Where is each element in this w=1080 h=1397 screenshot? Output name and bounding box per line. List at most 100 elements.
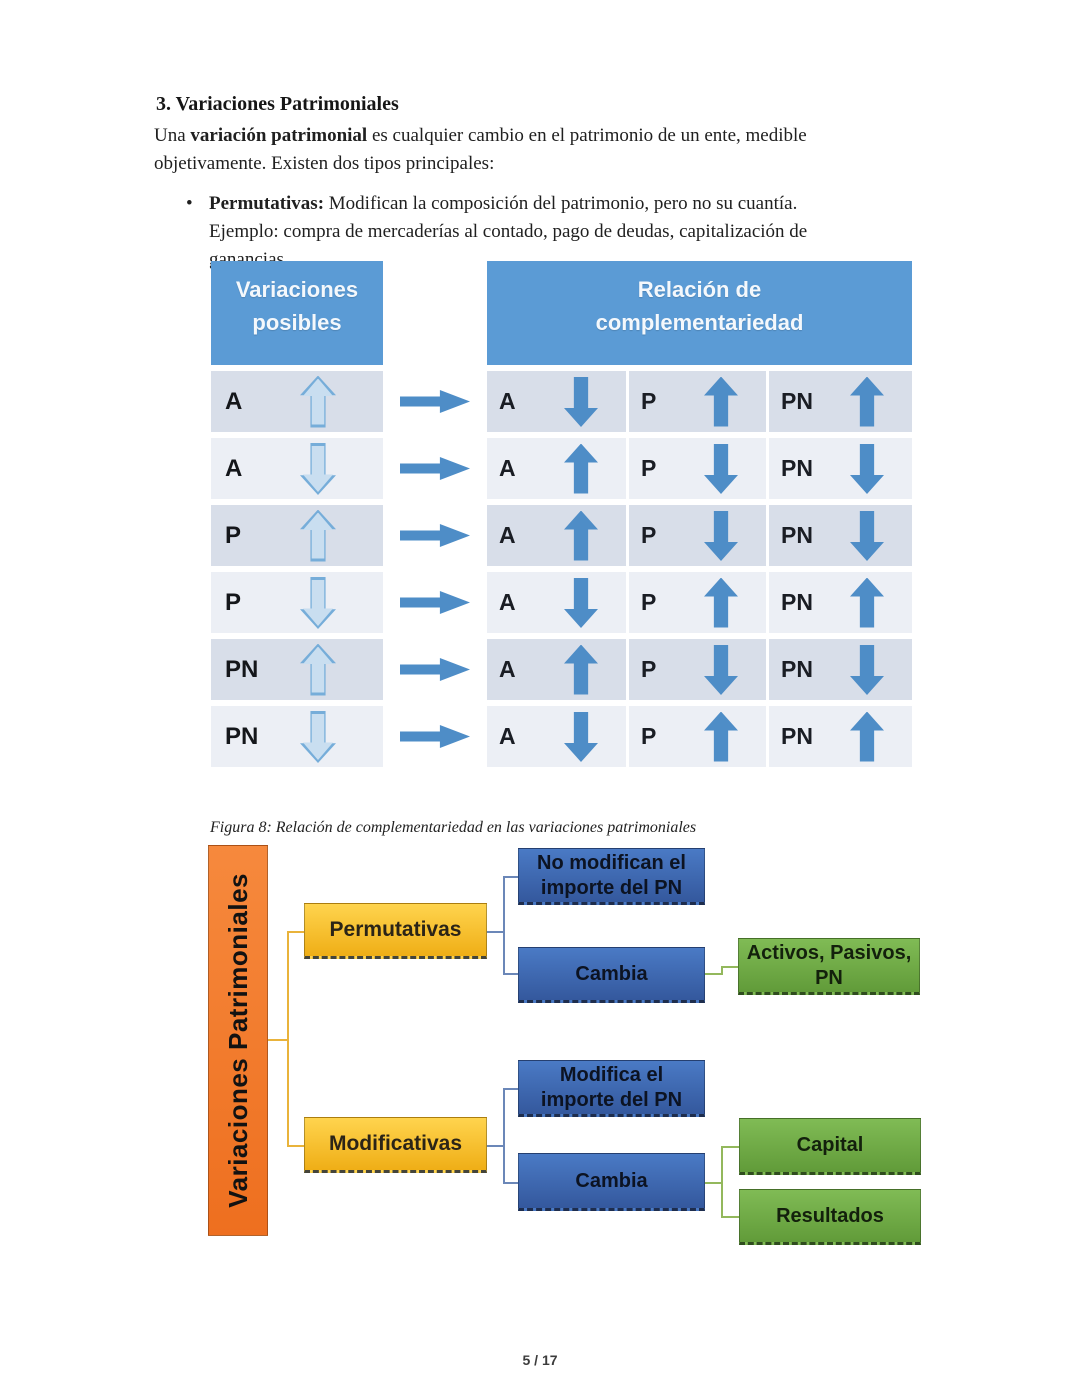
effect-cell: P	[629, 639, 766, 700]
connector-line	[721, 1146, 739, 1148]
intro-line-2: objetivamente. Existen dos tipos princip…	[154, 153, 495, 174]
connector-line	[287, 1145, 304, 1147]
arrow-icon	[300, 643, 336, 696]
arrow-fill	[303, 378, 333, 425]
arrow-fill	[564, 377, 598, 427]
connector-line	[268, 1039, 287, 1041]
arrow-fill	[850, 711, 884, 762]
arrow-icon	[564, 377, 598, 427]
leaf-node-resultados: Resultados	[739, 1189, 921, 1245]
arrow-fill	[704, 645, 738, 695]
effect-label: A	[499, 723, 516, 749]
connector-line	[503, 1182, 518, 1184]
bullet-text: Permutativas: Modifican la composición d…	[209, 190, 807, 274]
arrow-icon	[850, 444, 884, 494]
bullet-line-2: Ejemplo: compra de mercaderías al contad…	[209, 221, 808, 242]
leaf-node-activos-pasivos-pn: Activos, Pasivos, PN	[738, 938, 920, 995]
effect-label: A	[499, 388, 516, 414]
arrow-fill	[850, 444, 884, 494]
intro-paragraph: Una variación patrimonial es cualquier c…	[154, 122, 807, 178]
effect-label: P	[641, 723, 657, 749]
column-divider	[766, 438, 769, 499]
arrow-fill	[704, 577, 738, 628]
table-row: PN A P PN	[211, 706, 912, 767]
effect-cell: PN	[769, 438, 912, 499]
arrow-fill	[704, 444, 738, 494]
cause-label: A	[225, 454, 243, 482]
effect-label: PN	[781, 656, 813, 682]
arrow-icon	[704, 645, 738, 695]
effect-cell: A	[487, 371, 626, 432]
arrow-icon	[704, 376, 738, 427]
arrow-icon	[300, 375, 336, 428]
cause-label: P	[225, 588, 242, 616]
arrow-icon	[300, 509, 336, 562]
effect-cell: A	[487, 706, 626, 767]
effect-label: P	[641, 589, 657, 615]
row-connector	[383, 572, 487, 633]
bullet-bold: Permutativas:	[209, 193, 325, 214]
table-header-left: Variaciones posibles	[211, 261, 383, 365]
arrow-icon	[564, 443, 598, 494]
arrow-fill	[704, 376, 738, 427]
arrow-fill	[704, 711, 738, 762]
effect-cell: P	[629, 505, 766, 566]
effect-label: A	[499, 589, 516, 615]
arrow-icon	[704, 444, 738, 494]
intro-line1-pre: Una	[154, 125, 191, 146]
arrow-fill	[850, 511, 884, 561]
page-title: 3. Variaciones Patrimoniales	[156, 93, 399, 115]
right-arrow-icon	[400, 658, 470, 681]
figure-table: Variaciones posibles Relación de complem…	[211, 261, 912, 775]
connector-line	[487, 931, 503, 933]
child-node-cambia-2: Cambia	[518, 1153, 705, 1211]
connector-line	[503, 1088, 505, 1184]
intro-line1-rest: es cualquier cambio en el patrimonio de …	[367, 125, 807, 146]
column-divider	[766, 505, 769, 566]
arrow-fill	[303, 646, 333, 693]
arrow-fill	[303, 446, 333, 492]
child-node-cambia-1: Cambia	[518, 947, 705, 1003]
arrow-fill	[303, 512, 333, 559]
connector-line	[503, 876, 518, 878]
effect-label: A	[499, 522, 516, 548]
arrow-icon	[300, 711, 336, 763]
row-connector	[383, 371, 487, 432]
row-connector	[383, 438, 487, 499]
effect-cell: P	[629, 438, 766, 499]
column-divider	[626, 706, 629, 767]
bullet-item: • Permutativas: Modifican la composición…	[186, 190, 807, 274]
effect-label: PN	[781, 723, 813, 749]
connector-line	[287, 931, 304, 933]
cause-cell: P	[211, 505, 383, 566]
row-connector	[383, 505, 487, 566]
column-divider	[626, 438, 629, 499]
column-divider	[766, 572, 769, 633]
flowchart: Variaciones Patrimoniales Permutativas N…	[208, 843, 925, 1249]
bullet-line1-rest: Modifican la composición del patrimonio,…	[324, 193, 798, 214]
connector-line	[503, 973, 518, 975]
right-arrow-icon	[400, 591, 470, 614]
arrow-fill	[564, 644, 598, 695]
effect-cell: PN	[769, 706, 912, 767]
table-row: PN A P PN	[211, 639, 912, 700]
connector-line	[721, 966, 723, 975]
table-row: A A P PN	[211, 371, 912, 432]
effect-cell: PN	[769, 371, 912, 432]
connector-line	[503, 876, 505, 975]
effect-label: PN	[781, 455, 813, 481]
arrow-fill	[850, 577, 884, 628]
arrow-icon	[564, 510, 598, 561]
intro-line-1: Una variación patrimonial es cualquier c…	[154, 122, 807, 150]
arrow-fill	[704, 511, 738, 561]
effect-label: P	[641, 388, 657, 414]
branch-node-permutativas: Permutativas	[304, 903, 487, 959]
column-divider	[626, 371, 629, 432]
figure-caption: Figura 8: Relación de complementariedad …	[210, 819, 697, 836]
cause-cell: PN	[211, 639, 383, 700]
branch-node-modificativas: Modificativas	[304, 1117, 487, 1173]
connector-line	[287, 931, 289, 1147]
arrow-fill	[303, 714, 333, 760]
table-row: P A P PN	[211, 572, 912, 633]
arrow-fill	[850, 645, 884, 695]
